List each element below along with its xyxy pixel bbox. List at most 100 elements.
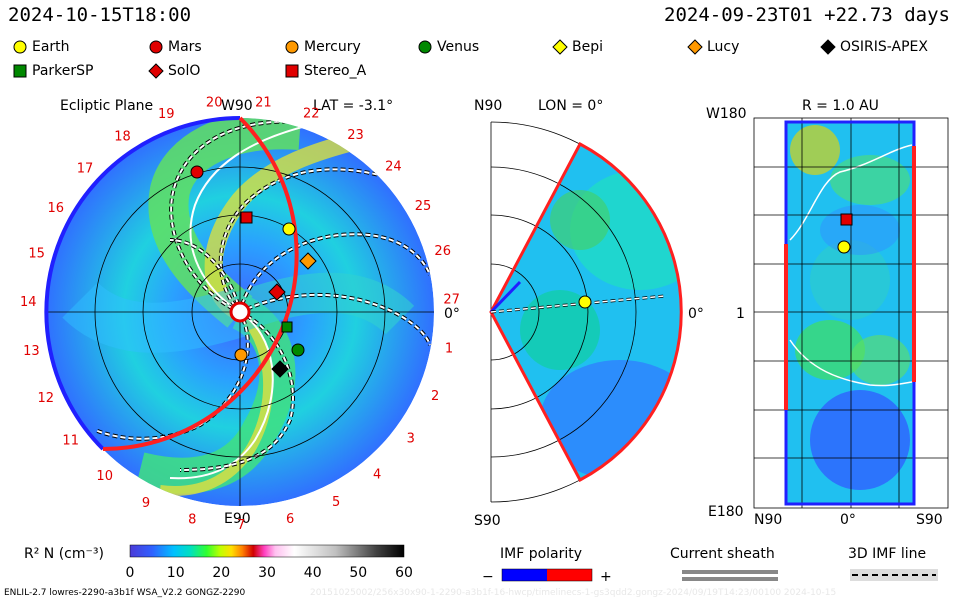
- legend-item-earth: Earth: [12, 39, 70, 55]
- legend-symbol: [285, 64, 299, 78]
- sphere-top-left: W180: [706, 106, 747, 122]
- carrington-label: 3: [407, 432, 415, 447]
- carrington-label: 4: [373, 468, 381, 483]
- carrington-label: 13: [23, 344, 40, 359]
- colorbar-tick-label: 0: [126, 565, 135, 581]
- marker-mercury: [234, 348, 248, 362]
- carrington-label: 5: [332, 495, 340, 510]
- legend-label: Mercury: [304, 39, 361, 55]
- carrington-label: 17: [77, 161, 94, 176]
- legend-label: OSIRIS-APEX: [840, 39, 928, 55]
- meridional-bottom-label: S90: [474, 513, 501, 529]
- ecliptic-bottom-label: E90: [224, 511, 251, 527]
- carrington-label: 24: [385, 160, 402, 175]
- legend-item-osiris-apex: OSIRIS-APEX: [820, 39, 928, 55]
- colorbar-tick-label: 30: [258, 565, 276, 581]
- carrington-label: 2: [431, 389, 439, 404]
- imf-positive-swatch: [547, 569, 592, 581]
- marker-parkersp: [281, 321, 293, 333]
- ecliptic-lat: LAT = -3.1°: [313, 98, 393, 114]
- legend-symbol: [13, 64, 27, 78]
- sphere-x-mid: 0°: [840, 512, 856, 528]
- marker-mars: [190, 165, 204, 179]
- carrington-label: 20: [206, 96, 223, 111]
- imf-polarity-title: IMF polarity: [500, 546, 582, 562]
- sphere-x-left: N90: [754, 512, 782, 528]
- footer-right: 20151025002/256x30x90-1-2290-a3b1f-16-hw…: [310, 588, 837, 598]
- legend-symbol: [148, 63, 164, 79]
- legend-item-lucy: Lucy: [687, 39, 739, 55]
- marker-venus: [291, 343, 305, 357]
- carrington-label: 22: [303, 106, 320, 121]
- carrington-label: 19: [158, 107, 175, 122]
- legend-label: Venus: [437, 39, 480, 55]
- legend-label: SolO: [168, 63, 201, 79]
- colorbar-label: R² N (cm⁻³): [24, 546, 104, 562]
- marker-lucy: [299, 252, 317, 270]
- legend-label: Bepi: [572, 39, 603, 55]
- marker-solo: [268, 283, 286, 301]
- meridional-right-label: 0°: [688, 306, 704, 322]
- legend-label: Stereo_A: [304, 63, 367, 79]
- sphere-grid: [753, 117, 949, 509]
- legend-symbol: [13, 40, 27, 54]
- carrington-label: 1: [445, 342, 453, 357]
- carrington-label: 6: [286, 512, 294, 527]
- meridional-density-map: [491, 144, 682, 480]
- legend-label: ParkerSP: [32, 63, 94, 79]
- ecliptic-right-label: 0°: [444, 306, 460, 322]
- legend-symbol: [687, 39, 703, 55]
- legend-item-mercury: Mercury: [284, 39, 361, 55]
- carrington-label: 18: [114, 130, 131, 145]
- carrington-label: 16: [48, 201, 65, 216]
- carrington-label: 26: [434, 244, 451, 259]
- legend-label: Earth: [32, 39, 70, 55]
- legend-item-venus: Venus: [417, 39, 479, 55]
- carrington-label: 11: [62, 434, 79, 449]
- current-sheath-title: Current sheath: [670, 546, 775, 562]
- carrington-labels: 20 21222324252627123456789101112131415161…: [20, 95, 460, 533]
- imf-3d-title: 3D IMF line: [848, 546, 926, 562]
- legend-item-solo: SolO: [148, 63, 200, 79]
- legend-symbol: [149, 40, 163, 54]
- run-date-left: 2024-10-15T18:00: [8, 4, 192, 26]
- sphere-x-right: S90: [916, 512, 943, 528]
- imf-plus: +: [600, 569, 612, 585]
- meridional-top-label: N90: [474, 98, 502, 114]
- carrington-label: 21: [255, 95, 272, 110]
- legend-symbol: [285, 40, 299, 54]
- sun-inner-boundary: [229, 301, 251, 323]
- sphere-stereo-a-marker: [840, 213, 853, 226]
- meridional-earth-marker: [578, 295, 592, 309]
- colorbar-tick-label: 10: [167, 565, 185, 581]
- carrington-label: 14: [20, 295, 37, 310]
- legend-item-stereo-a: Stereo_A: [284, 63, 366, 79]
- ecliptic-markers: [190, 165, 317, 378]
- carrington-label: 23: [347, 128, 364, 143]
- ecliptic-top-label: W90: [221, 98, 253, 114]
- legend-label: Mars: [168, 39, 202, 55]
- carrington-label: 25: [415, 199, 432, 214]
- sphere-bottom-left: E180: [708, 504, 744, 520]
- colorbar-tick-label: 20: [212, 565, 230, 581]
- ecliptic-border-negative: [44, 116, 241, 451]
- legend-label: Lucy: [707, 39, 740, 55]
- colorbar-ticks: 0 10 20 30 40 50 60: [126, 565, 413, 581]
- carrington-label: 8: [188, 513, 196, 528]
- legend-symbol: [820, 39, 836, 55]
- carrington-label: 12: [38, 391, 55, 406]
- ecliptic-title: Ecliptic Plane: [60, 98, 153, 114]
- meridional-border: [489, 141, 683, 483]
- colorbar: [129, 544, 405, 558]
- marker-osiris-apex: [271, 360, 289, 378]
- colorbar-tick-label: 40: [304, 565, 322, 581]
- carrington-label: 10: [96, 469, 113, 484]
- carrington-label: 9: [142, 496, 150, 511]
- carrington-label: 15: [28, 246, 45, 261]
- legend-item-mars: Mars: [148, 39, 202, 55]
- sphere-title: R = 1.0 AU: [802, 98, 879, 114]
- imf-minus: −: [482, 569, 494, 585]
- legend-symbol: [552, 39, 568, 55]
- marker-stereo-a: [240, 211, 253, 224]
- imf-negative-swatch: [502, 569, 547, 581]
